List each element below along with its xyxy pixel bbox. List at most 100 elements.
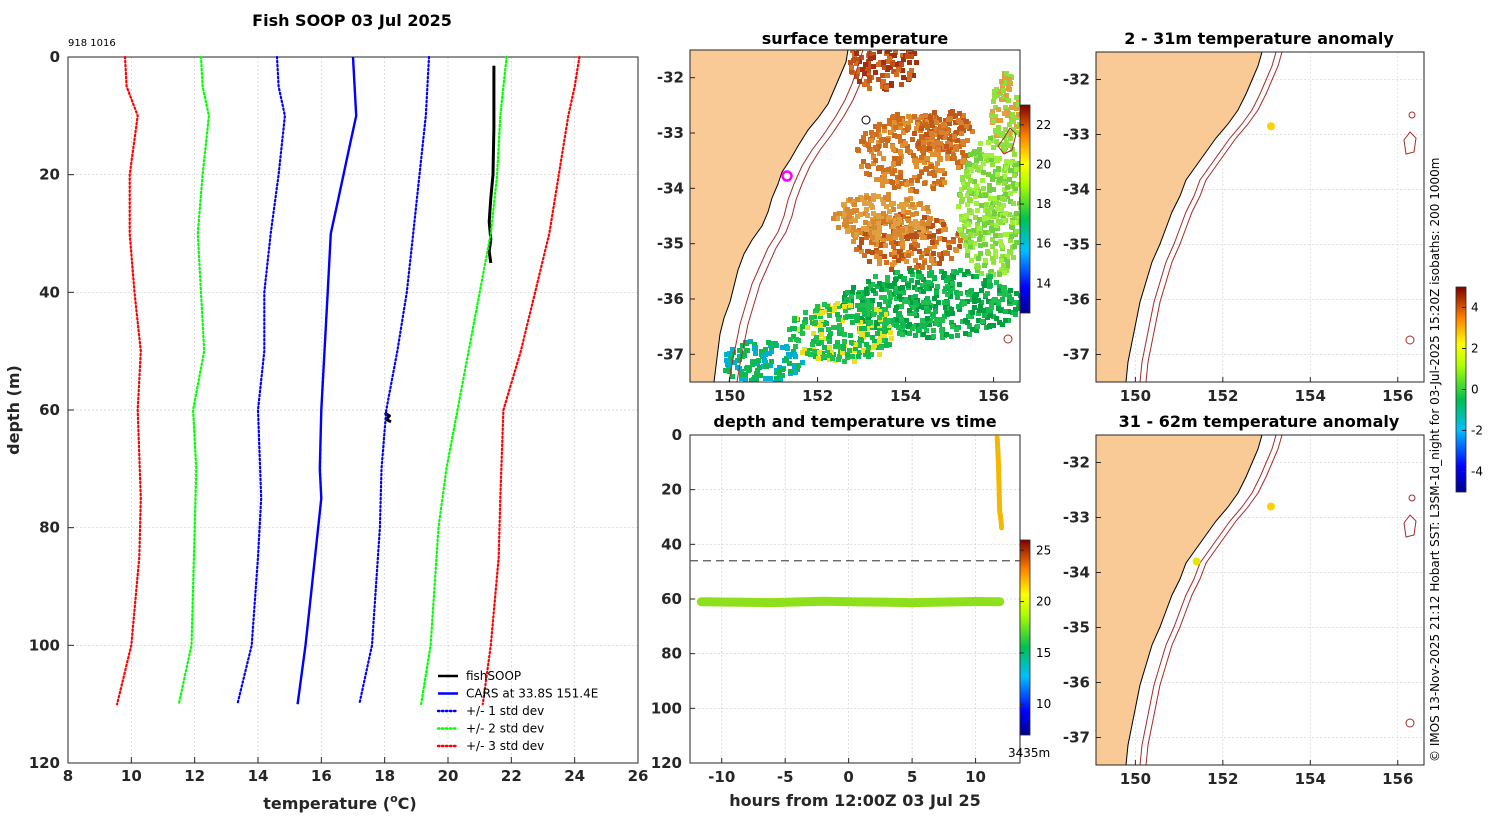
anom-lower-anomaly-point-1 — [1192, 557, 1201, 566]
sst-pixel-1166 — [986, 140, 991, 145]
sst-pixel-1174 — [992, 196, 997, 201]
sst-pixel-2101 — [1000, 84, 1005, 89]
sst-pixel-2009 — [768, 363, 773, 368]
sst-pixel-183 — [892, 185, 897, 190]
sst-pixel-885 — [881, 211, 886, 216]
sst-pixel-1256 — [993, 233, 998, 238]
sst-pixel-545 — [961, 141, 966, 146]
sst-pixel-138 — [859, 55, 864, 60]
sst-pixel-1617 — [911, 324, 916, 329]
sst-pixel-565 — [946, 240, 951, 245]
sst-pixel-1917 — [858, 320, 863, 325]
sst-pixel-1422 — [960, 319, 965, 324]
sst-feature-circle — [861, 115, 871, 125]
sst-pixel-612 — [881, 238, 886, 243]
sst-pixel-440 — [952, 156, 957, 161]
sst-pixel-879 — [833, 212, 838, 217]
sst-pixel-585 — [937, 252, 942, 257]
sst-pixel-1351 — [950, 286, 955, 291]
sst-pixel-1572 — [919, 275, 924, 280]
sst-pixel-1963 — [855, 318, 860, 323]
anom-lower-land — [1096, 435, 1263, 765]
sst-pixel-1151 — [974, 190, 979, 195]
sst-pixel-1856 — [814, 338, 819, 343]
sst-pixel-1926 — [843, 308, 848, 313]
sst-pixel-1320 — [850, 290, 855, 295]
sst-pixel-627 — [927, 246, 932, 251]
sst-pixel-1430 — [957, 282, 962, 287]
sst-pixel-1005 — [980, 236, 985, 241]
sst-pixel-737 — [899, 220, 904, 225]
sst-pixel-2187 — [1009, 105, 1014, 110]
sst-pixel-490 — [961, 117, 966, 122]
sst-pixel-1349 — [915, 287, 920, 292]
sst-pixel-2048 — [761, 364, 766, 369]
sst-pixel-1051 — [970, 188, 975, 193]
sst-isobath-200 — [728, 50, 864, 382]
sst-pixel-414 — [877, 122, 882, 127]
sst-pixel-888 — [887, 209, 892, 214]
sst-pixel-1714 — [907, 308, 912, 313]
sst-pixel-1048 — [997, 202, 1002, 207]
sst-pixel-1623 — [871, 288, 876, 293]
anomaly-lower-map: 31 - 62m temperature anomaly 150 152 154 15… — [1063, 412, 1425, 788]
sst-pixel-345 — [924, 166, 929, 171]
sst-pixel-1191 — [966, 229, 971, 234]
profile-line-1 — [383, 411, 392, 424]
sst-pixel-1847 — [878, 334, 883, 339]
sst-pixel-2078 — [796, 363, 801, 368]
sst-pixel-758 — [889, 267, 894, 272]
legend-label-1: CARS at 33.8S 151.4E — [466, 687, 598, 701]
profile-xtick-label: 16 — [311, 767, 332, 785]
profile-xtick-label: 18 — [374, 767, 395, 785]
sst-pixel-205 — [889, 130, 894, 135]
sst-pixel-2056 — [795, 367, 800, 372]
sst-pixel-350 — [946, 128, 951, 133]
sst-pixel-74 — [881, 79, 886, 84]
sst-pixel-1230 — [981, 161, 986, 166]
sst-pixel-1514 — [1014, 291, 1019, 296]
sst-pixel-1429 — [869, 302, 874, 307]
sst-pixel-245 — [901, 121, 906, 126]
sst-pixel-1827 — [829, 350, 834, 355]
sst-pixel-1976 — [777, 372, 782, 377]
sst-pixel-592 — [949, 256, 954, 261]
sst-pixel-99 — [849, 69, 854, 74]
sst-pixel-2093 — [793, 354, 798, 359]
sst-pixel-676 — [920, 235, 925, 240]
sst-pixel-1229 — [959, 199, 964, 204]
sst-pixel-172 — [917, 158, 922, 163]
sst-pixel-868 — [884, 204, 889, 209]
sst-pixel-124 — [877, 50, 882, 54]
sst-pixel-1874 — [836, 317, 841, 322]
sst-pixel-2164 — [1013, 102, 1018, 107]
profile-ytick-label: 80 — [39, 519, 60, 537]
sst-pixel-356 — [890, 180, 895, 185]
sst-pixel-1523 — [860, 300, 865, 305]
anom-upper-ytick-label: -33 — [1063, 126, 1090, 144]
sst-pixel-806 — [873, 213, 878, 218]
sst-pixel-1418 — [934, 293, 939, 298]
sst-pixel-2066 — [787, 354, 792, 359]
sst-pixel-1346 — [1006, 309, 1011, 314]
sst-pixel-1619 — [856, 294, 861, 299]
anom-lower-ytick-label: -32 — [1063, 454, 1090, 472]
sst-ytick-label: -35 — [657, 235, 684, 253]
sst-pixel-1224 — [972, 164, 977, 169]
sst-pixel-1149 — [1013, 163, 1018, 168]
sst-pixel-1485 — [939, 328, 944, 333]
ts-bottom-depth-label: 3435m — [1008, 746, 1050, 760]
sst-pixel-880 — [879, 214, 884, 219]
sst-ticks: 150 152 154 156 -32 -33 -34 -35 -36 -37 — [657, 69, 1009, 405]
sst-pixel-1709 — [945, 311, 950, 316]
sst-pixel-1640 — [1008, 288, 1013, 293]
sst-pixel-1577 — [974, 274, 979, 279]
sst-pixel-887 — [895, 214, 900, 219]
sst-ytick-label: -37 — [657, 345, 684, 363]
sst-pixel-491 — [961, 113, 966, 118]
sst-pixel-1377 — [916, 303, 921, 308]
sst-pixel-941 — [990, 237, 995, 242]
sst-pixel-522 — [950, 109, 955, 114]
sst-pixel-1212 — [998, 176, 1003, 181]
sst-pixel-610 — [877, 250, 882, 255]
